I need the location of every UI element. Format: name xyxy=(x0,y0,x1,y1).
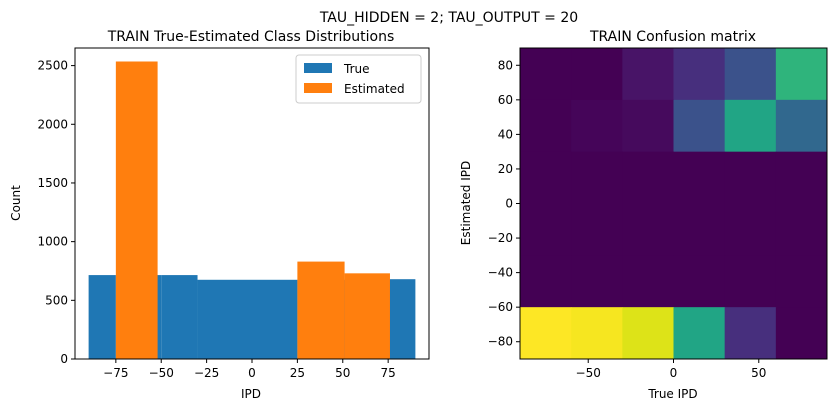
heatmap-cell-r4-c2 xyxy=(622,255,674,308)
heatmap-cell-r4-c1 xyxy=(571,255,623,308)
chart2-x-ticks: −50 0 50 xyxy=(576,359,766,380)
chart2-y-tick-label: 60 xyxy=(498,93,513,107)
chart2-y-axis-label: Estimated IPD xyxy=(459,161,473,245)
heatmap-cell-r3-c5 xyxy=(775,203,828,256)
confusion-matrix-chart: TRAIN Confusion matrix −50 0 50 806040200−… xyxy=(459,29,828,401)
heatmap-cell-r3-c0 xyxy=(520,203,572,256)
heatmap-cell-r0-c0 xyxy=(520,48,572,101)
chart2-title: TRAIN Confusion matrix xyxy=(589,29,756,45)
chart2-y-tick-label: 80 xyxy=(498,58,513,72)
chart1-y-axis-label: Count xyxy=(9,185,23,221)
heatmap-cell-r3-c3 xyxy=(673,203,726,256)
chart1-x-axis-label: IPD xyxy=(241,387,261,401)
estimated-series-bars xyxy=(115,61,390,360)
heatmap-cell-r0-c3 xyxy=(673,48,726,101)
true-bar-0 xyxy=(88,275,116,359)
chart2-y-tick-label: 40 xyxy=(498,127,513,141)
chart2-y-tick-label: 0 xyxy=(505,197,513,211)
heatmap-cell-r5-c1 xyxy=(571,307,623,360)
estimated-bar-0 xyxy=(115,61,158,360)
heatmap-cell-r0-c2 xyxy=(622,48,674,101)
heatmap-cell-r2-c4 xyxy=(724,151,777,204)
heatmap-cell-r4-c3 xyxy=(673,255,726,308)
heatmap-cell-r4-c5 xyxy=(775,255,828,308)
heatmap-cell-r5-c0 xyxy=(520,307,572,360)
true-bar-4 xyxy=(252,279,298,359)
chart1-x-tick-label: 25 xyxy=(290,366,305,380)
chart2-y-tick-label: −40 xyxy=(488,266,513,280)
heatmap-cell-r2-c1 xyxy=(571,151,623,204)
heatmap-cell-r3-c2 xyxy=(622,203,674,256)
chart1-x-tick-label: −25 xyxy=(194,366,219,380)
heatmap-cell-r1-c3 xyxy=(673,99,726,153)
chart1-legend: True Estimated xyxy=(295,54,422,104)
chart2-x-axis-label: True IPD xyxy=(647,387,697,401)
chart2-x-tick-label: 50 xyxy=(751,366,766,380)
heatmap-cell-r0-c4 xyxy=(724,48,777,101)
figure-suptitle: TAU_HIDDEN = 2; TAU_OUTPUT = 20 xyxy=(319,10,578,26)
chart2-x-tick-label: −50 xyxy=(576,366,601,380)
chart1-y-tick-label: 2500 xyxy=(37,59,68,73)
chart2-y-tick-label: −80 xyxy=(488,335,513,349)
heatmap-cell-r4-c0 xyxy=(520,255,572,308)
heatmap-cell-r5-c3 xyxy=(673,307,726,360)
chart1-title: TRAIN True-Estimated Class Distributions xyxy=(107,29,395,45)
chart1-x-tick-label: −50 xyxy=(149,366,174,380)
heatmap-cell-r1-c5 xyxy=(775,99,828,153)
heatmap-cell-r3-c4 xyxy=(724,203,777,256)
heatmap-cell-r4-c4 xyxy=(724,255,777,308)
chart1-y-tick-label: 0 xyxy=(60,352,68,366)
chart1-y-ticks: 0 500 1000 1500 2000 2500 xyxy=(37,59,75,366)
heatmap-cell-r1-c4 xyxy=(724,99,777,153)
class-distribution-chart: TRAIN True-Estimated Class Distributions… xyxy=(9,29,430,401)
chart1-y-tick-label: 2000 xyxy=(37,117,68,131)
chart2-y-tick-label: −20 xyxy=(488,231,513,245)
chart1-x-tick-label: −75 xyxy=(103,366,128,380)
chart1-x-tick-label: 50 xyxy=(335,366,350,380)
legend-label-true: True xyxy=(343,62,370,76)
heatmap-cell-r2-c3 xyxy=(673,151,726,204)
chart1-x-tick-label: 75 xyxy=(381,366,396,380)
chart1-y-tick-label: 500 xyxy=(45,293,68,307)
legend-swatch-true xyxy=(304,63,332,73)
chart2-plot-frame xyxy=(519,47,828,360)
heatmap-cell-r0-c5 xyxy=(775,48,828,101)
legend-label-estimated: Estimated xyxy=(344,82,405,96)
chart1-y-tick-label: 1000 xyxy=(37,235,68,249)
heatmap-cell-r5-c4 xyxy=(724,307,777,360)
heatmap-cell-r5-c2 xyxy=(622,307,674,360)
heatmap-cell-r3-c1 xyxy=(571,203,623,256)
heatmap-cells xyxy=(520,48,828,360)
chart1-x-ticks: −75 −50 −25 0 25 50 75 xyxy=(103,359,396,380)
true-bar-2 xyxy=(161,275,198,359)
chart1-x-tick-label: 0 xyxy=(248,366,256,380)
chart1-plot-frame xyxy=(74,47,430,360)
heatmap-cell-r5-c5 xyxy=(775,307,828,360)
chart2-y-tick-label: −60 xyxy=(488,300,513,314)
chart2-y-ticks: 80 60 40 20 0 −20 −40 −60 −80 xyxy=(488,58,520,349)
true-bar-7 xyxy=(388,279,416,359)
heatmap-cell-r2-c5 xyxy=(775,151,828,204)
legend-swatch-estimated xyxy=(304,83,332,93)
heatmap-cell-r1-c0 xyxy=(520,99,572,153)
true-bar-3 xyxy=(197,279,252,359)
heatmap-cell-r0-c1 xyxy=(571,48,623,101)
chart1-y-tick-label: 1500 xyxy=(37,176,68,190)
estimated-bar-2 xyxy=(344,273,390,359)
chart2-y-tick-label: 20 xyxy=(498,162,513,176)
estimated-bar-1 xyxy=(297,261,345,359)
heatmap-cell-r1-c2 xyxy=(622,99,674,153)
heatmap-cell-r1-c1 xyxy=(571,99,623,153)
heatmap-cell-r2-c2 xyxy=(622,151,674,204)
chart2-x-tick-label: 0 xyxy=(670,366,678,380)
heatmap-cell-r2-c0 xyxy=(520,151,572,204)
